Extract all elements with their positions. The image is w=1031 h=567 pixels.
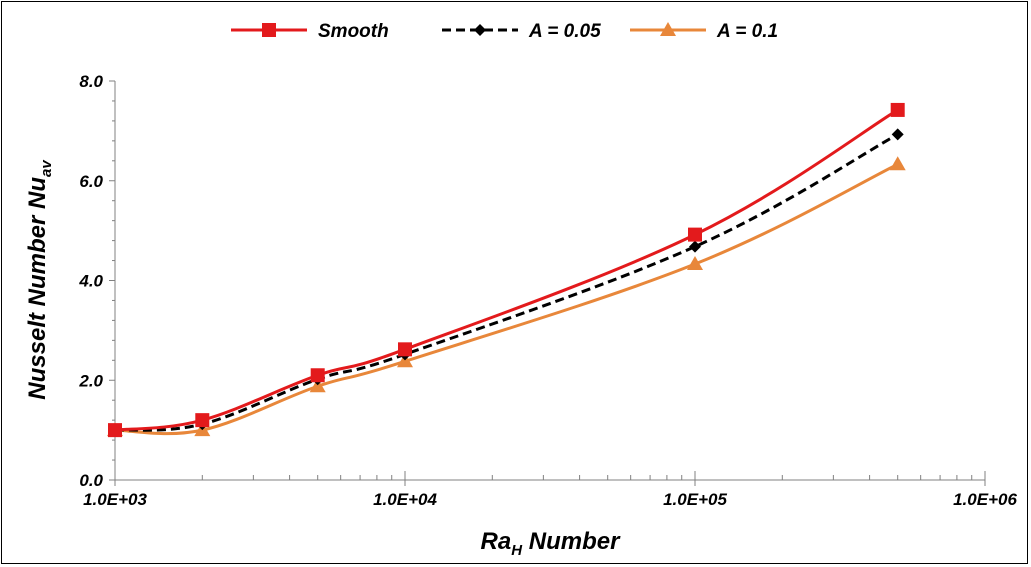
series-line <box>114 108 899 432</box>
data-point <box>890 102 905 117</box>
data-point <box>891 128 904 141</box>
data-point <box>687 256 703 271</box>
legend-item: A = 0.05 <box>442 21 601 42</box>
series-line <box>114 133 899 432</box>
data-point <box>889 156 906 171</box>
legend-marker <box>262 23 276 37</box>
legend-label: A = 0.05 <box>528 21 601 42</box>
legend-item: Smooth <box>231 21 389 42</box>
data-point <box>108 423 122 438</box>
y-tick-label: 8.0 <box>79 72 103 91</box>
y-tick-label: 6.0 <box>79 172 103 191</box>
data-point <box>310 368 325 383</box>
series-a-0-05 <box>109 128 904 437</box>
series-a-0-1 <box>107 156 906 437</box>
y-tick-label: 4.0 <box>78 272 103 291</box>
legend-item: A = 0.1 <box>630 21 778 42</box>
data-point <box>689 240 701 253</box>
x-axis-title: RaH Number <box>481 528 622 559</box>
x-tick-label: 1.0E+03 <box>83 490 147 509</box>
x-tick-label: 1.0E+05 <box>663 490 727 509</box>
legend-marker <box>660 22 676 36</box>
data-point <box>688 227 702 242</box>
x-tick-label: 1.0E+06 <box>953 490 1017 509</box>
series-layer <box>107 102 906 438</box>
series-smooth <box>108 102 905 438</box>
x-tick-label: 1.0E+04 <box>373 490 437 509</box>
axis-labels: RaH Number Nusselt Number Nuav <box>24 159 621 559</box>
axes: 0.0 2.0 4.0 6.0 8.0 1.0E+03 1.0E+04 1.0E+05 1.0E… <box>78 72 1017 509</box>
legend-label: Smooth <box>318 21 389 42</box>
legend-marker <box>474 24 486 36</box>
legend-label: A = 0.1 <box>716 21 778 42</box>
y-axis-title: Nusselt Number Nuav <box>24 159 55 400</box>
y-tick-label: 2.0 <box>78 371 103 390</box>
legend: Smooth A = 0.05 A = 0.1 <box>231 21 778 42</box>
y-tick-label: 0.0 <box>79 471 103 490</box>
data-point <box>195 413 210 428</box>
data-point <box>398 342 412 357</box>
